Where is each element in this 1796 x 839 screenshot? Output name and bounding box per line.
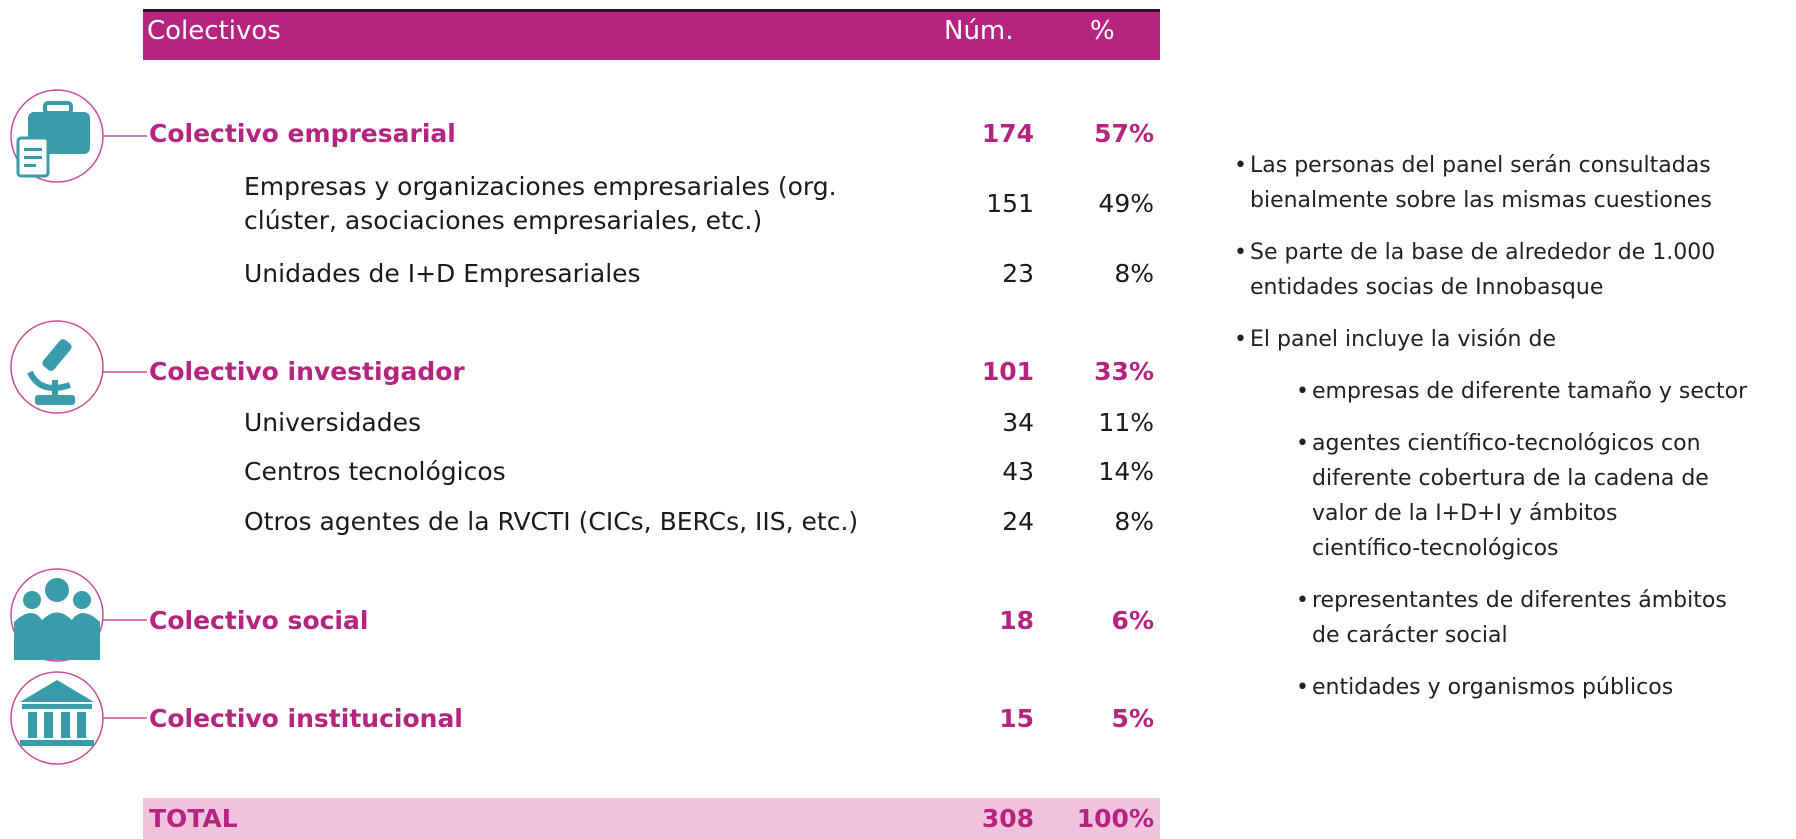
icons	[10, 89, 147, 765]
bullet: El panel incluye la visión de	[1230, 322, 1796, 357]
num-cell: 43	[1002, 457, 1034, 486]
row-label: Otros agentes de la RVCTI (CICs, BERCs, …	[244, 507, 859, 536]
num-cell: 15	[999, 704, 1034, 733]
table-header	[143, 9, 1160, 60]
group-label: Colectivo empresarial	[149, 119, 456, 148]
group-label: Colectivo institucional	[149, 704, 463, 733]
num-cell: 34	[1002, 408, 1034, 437]
row-label: Centros tecnológicos	[244, 457, 506, 486]
pct-cell: 100%	[1076, 804, 1154, 833]
sub-bullet: empresas de diferente tamaño y sector	[1292, 374, 1796, 409]
pct-cell: 14%	[1098, 457, 1154, 486]
pct-cell: 8%	[1114, 259, 1154, 288]
num-cell: 24	[1002, 507, 1034, 536]
group-label: Colectivo investigador	[149, 357, 465, 386]
pct-cell: 11%	[1098, 408, 1154, 437]
pct-cell: 6%	[1111, 606, 1154, 635]
row-label: Universidades	[244, 408, 421, 437]
sub-bullet: agentes científico-tecnológicos con dife…	[1292, 426, 1732, 566]
pct-cell: 33%	[1094, 357, 1154, 386]
num-cell: 18	[999, 606, 1034, 635]
num-cell: 174	[981, 119, 1034, 148]
sub-bullet: representantes de diferentes ámbitos de …	[1292, 583, 1732, 653]
header-cell: %	[1090, 16, 1115, 46]
pct-cell: 8%	[1114, 507, 1154, 536]
row-label: Unidades de I+D Empresariales	[244, 259, 641, 288]
num-cell: 23	[1002, 259, 1034, 288]
num-cell: 151	[986, 189, 1034, 218]
sub-bullet: entidades y organismos públicos	[1292, 670, 1732, 705]
bullet: Las personas del panel serán consultadas…	[1230, 148, 1796, 218]
group-label: TOTAL	[149, 804, 238, 833]
pct-cell: 57%	[1094, 119, 1154, 148]
pct-cell: 49%	[1098, 189, 1154, 218]
bullet: Se parte de la base de alrededor de 1.00…	[1230, 235, 1796, 305]
group-label: Colectivo social	[149, 606, 369, 635]
num-cell: 101	[981, 357, 1034, 386]
bullet-list: Las personas del panel serán consultadas…	[1230, 148, 1796, 722]
header-cell: Colectivos	[147, 16, 281, 46]
pct-cell: 5%	[1111, 704, 1154, 733]
num-cell: 308	[981, 804, 1034, 833]
total-band	[143, 798, 1160, 839]
row-label: Empresas y organizaciones empresariales …	[244, 172, 837, 235]
header-cell: Núm.	[944, 16, 1014, 46]
